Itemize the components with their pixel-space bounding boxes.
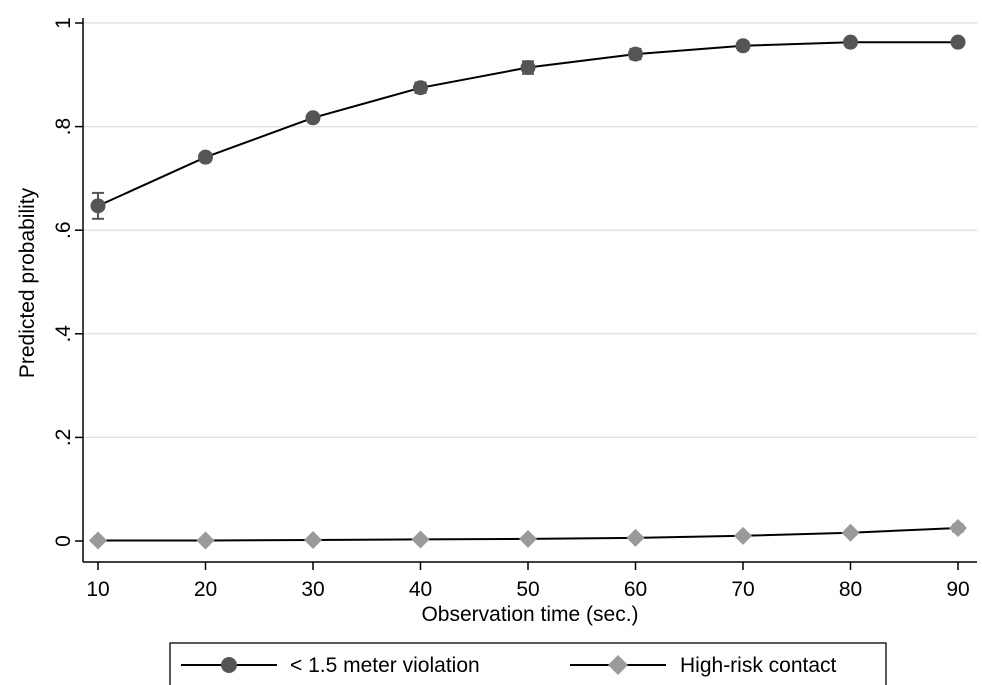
- legend-item-high-risk: High-risk contact: [570, 654, 837, 677]
- x-tick-label: 30: [301, 578, 324, 601]
- legend-box: [169, 642, 887, 685]
- legend-label-violation: < 1.5 meter violation: [290, 654, 480, 677]
- legend-marker-circle: [221, 657, 237, 673]
- x-tick-label: 70: [731, 578, 754, 601]
- data-point: [413, 80, 428, 96]
- legend: < 1.5 meter violation High-risk contact: [169, 642, 887, 685]
- x-axis-title: Observation time (sec.): [421, 603, 638, 626]
- legend-item-violation: < 1.5 meter violation: [181, 654, 480, 677]
- data-point: [196, 531, 215, 550]
- y-axis: 0 .2 .4 .6 .8 1: [52, 17, 84, 562]
- y-tick-label: .6: [52, 221, 75, 239]
- y-tick-label: 1: [52, 17, 75, 29]
- data-point: [520, 60, 536, 76]
- data-point: [89, 531, 107, 550]
- x-tick-label: 40: [409, 578, 432, 601]
- data-point: [90, 198, 106, 214]
- series-0: [90, 34, 966, 220]
- data-point: [950, 34, 966, 50]
- y-tick-label: .4: [52, 325, 75, 343]
- x-tick-label: 50: [516, 578, 539, 601]
- x-tick-label: 60: [624, 578, 647, 601]
- y-tick-label: .2: [52, 429, 75, 447]
- legend-label-high-risk: High-risk contact: [680, 654, 837, 677]
- data-point: [411, 530, 430, 549]
- y-tick-label: .8: [52, 118, 75, 136]
- data-point: [949, 519, 967, 538]
- x-tick-label: 90: [946, 578, 969, 601]
- data-point: [628, 46, 643, 62]
- x-tick-label: 10: [86, 578, 109, 601]
- x-tick-label: 20: [194, 578, 217, 601]
- data-point: [304, 530, 322, 549]
- y-tick-label: 0: [52, 535, 75, 547]
- x-axis: 10 20 30 40 50 60 70 80 90: [83, 561, 977, 601]
- data-point: [843, 34, 858, 50]
- data-point: [734, 526, 752, 545]
- plot-area: [89, 34, 967, 550]
- data-point: [841, 523, 860, 542]
- data-point: [198, 149, 213, 165]
- data-point: [735, 38, 751, 54]
- gridlines: [83, 22, 977, 439]
- y-axis-title: Predicted probability: [16, 187, 39, 378]
- data-point: [626, 528, 645, 547]
- legend-marker-diamond: [608, 655, 628, 675]
- data-point: [519, 529, 537, 548]
- data-point: [305, 110, 321, 126]
- x-tick-label: 80: [839, 578, 862, 601]
- series-1: [89, 519, 967, 550]
